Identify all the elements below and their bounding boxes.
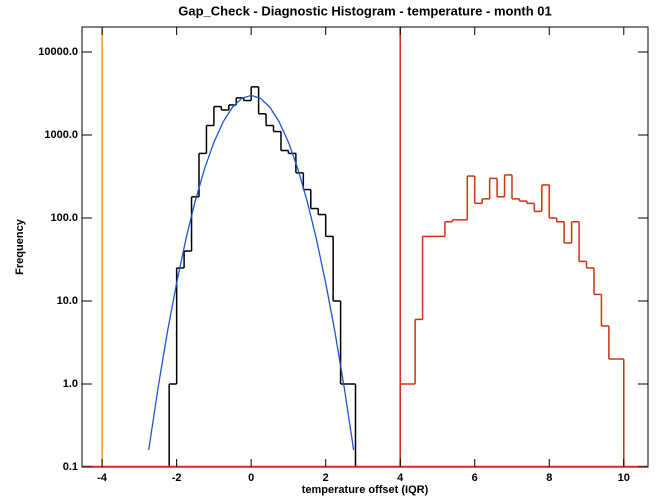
x-tick-label: 4 <box>397 472 404 484</box>
plot-area <box>82 27 648 467</box>
x-axis-label: temperature offset (IQR) <box>302 484 429 496</box>
x-tick-label: 0 <box>248 472 254 484</box>
x-tick-label: 2 <box>323 472 329 484</box>
x-tick-label: 8 <box>546 472 552 484</box>
y-tick-label: 10.0 <box>57 295 78 307</box>
x-tick-label: -4 <box>97 472 108 484</box>
y-axis-label: Frequency <box>14 218 26 275</box>
y-tick-label: 1000.0 <box>44 129 78 141</box>
y-tick-label: 0.1 <box>63 461 78 473</box>
y-tick-label: 1.0 <box>63 378 78 390</box>
x-tick-label: 10 <box>618 472 630 484</box>
y-tick-label: 100.0 <box>50 212 78 224</box>
plot-frame <box>81 26 649 468</box>
x-tick-label: 6 <box>472 472 478 484</box>
x-tick-label: -2 <box>172 472 182 484</box>
fit-curve <box>148 94 355 451</box>
chart-title: Gap_Check - Diagnostic Histogram - tempe… <box>178 3 551 18</box>
y-tick-label: 10000.0 <box>38 46 78 58</box>
